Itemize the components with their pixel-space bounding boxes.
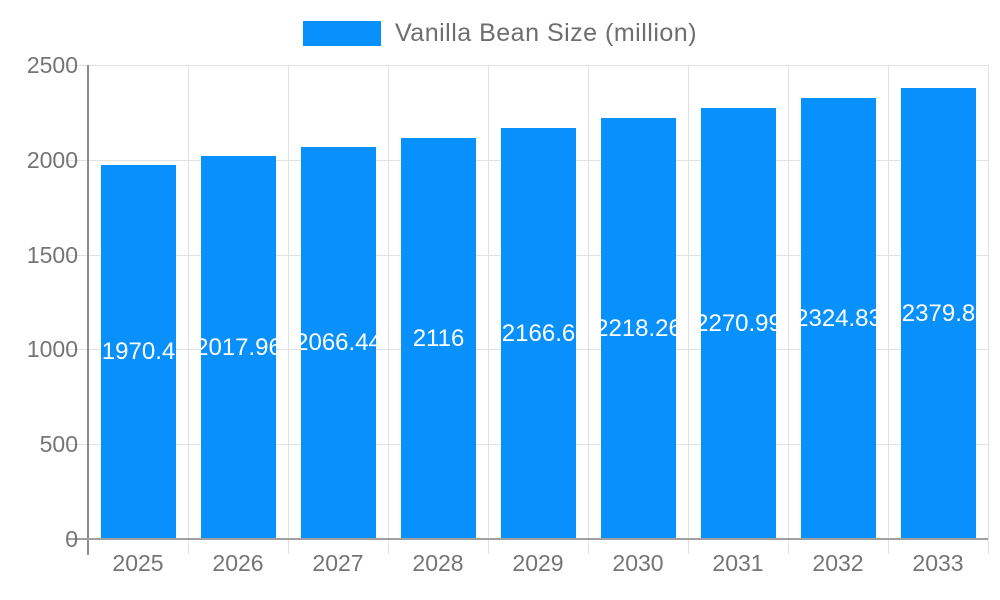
bar: 2166.6 [501, 128, 576, 539]
plot-area: 1970.4 2017.96 2066.44 2116 2166.6 2218.26 227… [88, 65, 988, 539]
x-tick-label: 2029 [512, 550, 564, 576]
x-tick-label: 2032 [812, 550, 864, 576]
v-gridline [788, 65, 789, 554]
legend: Vanilla Bean Size (million) [0, 19, 1000, 48]
y-tick-label: 1000 [26, 336, 78, 362]
x-tick-label: 2026 [212, 550, 264, 576]
bar: 2066.44 [301, 147, 376, 539]
x-tick-label: 2025 [112, 550, 164, 576]
bar: 1970.4 [101, 165, 176, 539]
bar: 2270.99 [701, 108, 776, 539]
x-tick-label: 2028 [412, 550, 464, 576]
y-tick-label: 2500 [26, 52, 78, 78]
bar-value-label: 2270.99 [701, 309, 776, 337]
v-gridline [688, 65, 689, 554]
x-axis-baseline [68, 538, 988, 540]
y-tick-label: 1500 [26, 242, 78, 268]
v-gridline [488, 65, 489, 554]
h-gridline [68, 65, 988, 66]
bar: 2324.83 [801, 98, 876, 539]
bar-value-label: 2218.26 [601, 314, 676, 342]
x-tick-label: 2033 [912, 550, 964, 576]
bar: 2218.26 [601, 118, 676, 539]
bar-value-label: 2066.44 [301, 329, 376, 356]
y-axis-line [87, 65, 89, 555]
bar-value-label: 2324.83 [801, 304, 876, 332]
v-gridline [988, 65, 989, 554]
bar-value-label: 2379.8 [901, 299, 976, 327]
v-gridline [188, 65, 189, 554]
v-gridline [388, 65, 389, 554]
bar-value-label: 2017.96 [201, 333, 276, 361]
x-tick-label: 2031 [712, 550, 764, 576]
bar: 2116 [401, 138, 476, 539]
x-tick-label: 2027 [312, 550, 364, 576]
x-tick-label: 2030 [612, 550, 664, 576]
legend-label: Vanilla Bean Size (million) [394, 19, 698, 47]
y-tick-label: 2000 [26, 147, 78, 173]
legend-swatch [302, 21, 381, 46]
v-gridline [888, 65, 889, 554]
v-gridline [288, 65, 289, 554]
bar: 2017.96 [201, 156, 276, 539]
y-tick-label: 0 [65, 526, 78, 552]
bar-value-label: 1970.4 [101, 338, 176, 365]
bar-value-label: 2116 [412, 324, 465, 352]
bar: 2379.8 [901, 88, 976, 539]
v-gridline [588, 65, 589, 554]
bar-value-label: 2166.6 [501, 319, 576, 347]
y-tick-label: 500 [39, 431, 78, 457]
